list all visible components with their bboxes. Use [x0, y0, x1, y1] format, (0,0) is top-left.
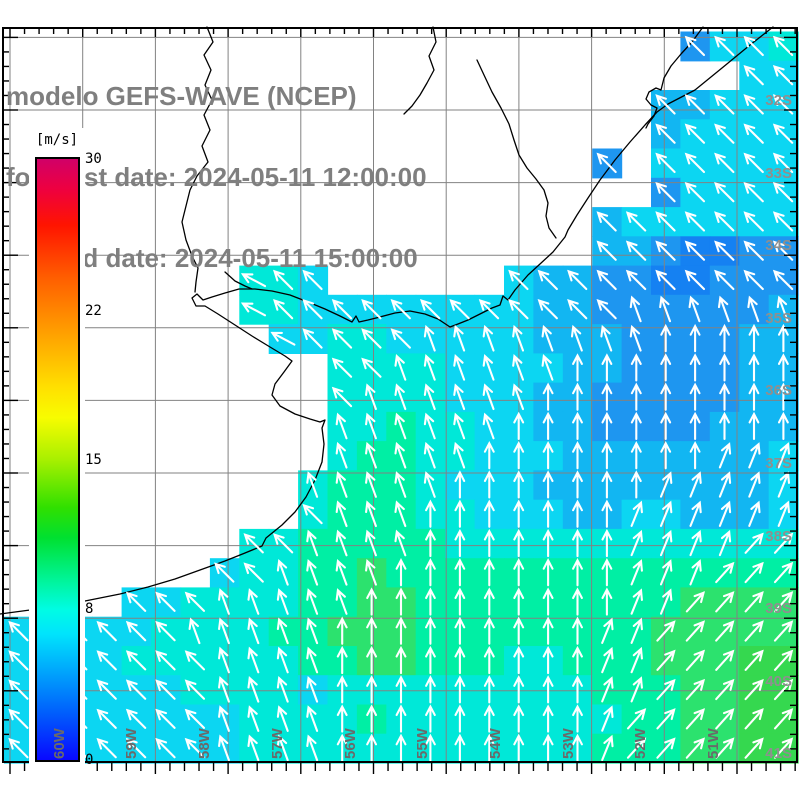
latitude-label: 35S [765, 309, 792, 327]
longitude-label: 54W [486, 728, 504, 759]
longitude-label: 52W [632, 728, 650, 759]
colorbar-tick-label: 30 [85, 151, 102, 167]
longitude-label: 55W [414, 728, 432, 759]
map-header: modelo GEFS-WAVE (NCEP) forecast date: 2… [6, 29, 427, 326]
model-title: modelo GEFS-WAVE (NCEP) [6, 81, 357, 111]
latitude-label: 33S [765, 164, 792, 182]
colorbar: [m/s] [29, 128, 85, 774]
colorbar-tick-label: 0 [85, 752, 94, 768]
longitude-label: 58W [196, 728, 214, 759]
latitude-label: 36S [765, 382, 792, 400]
latitude-label: 40S [765, 672, 792, 690]
longitude-label: 61W [0, 728, 2, 759]
latitude-label: 34S [765, 237, 792, 255]
longitude-label: 56W [341, 728, 359, 759]
colorbar-unit-label: [m/s] [35, 132, 79, 148]
longitude-label: 59W [123, 728, 141, 759]
colorbar-tick-label: 8 [85, 601, 94, 617]
colorbar-gradient [35, 157, 80, 762]
latitude-label: 39S [765, 600, 792, 618]
colorbar-tick-label: 22 [85, 303, 102, 319]
latitude-label: 37S [765, 455, 792, 472]
longitude-label: 60W [50, 728, 68, 759]
latitude-label: 32S [765, 92, 792, 109]
longitude-label: 53W [559, 728, 577, 759]
latitude-label: 38S [765, 527, 792, 545]
longitude-label: 57W [268, 728, 286, 759]
longitude-label: 51W [705, 728, 722, 759]
colorbar-tick-label: 15 [85, 452, 102, 468]
latitude-label: 41S [765, 745, 792, 763]
